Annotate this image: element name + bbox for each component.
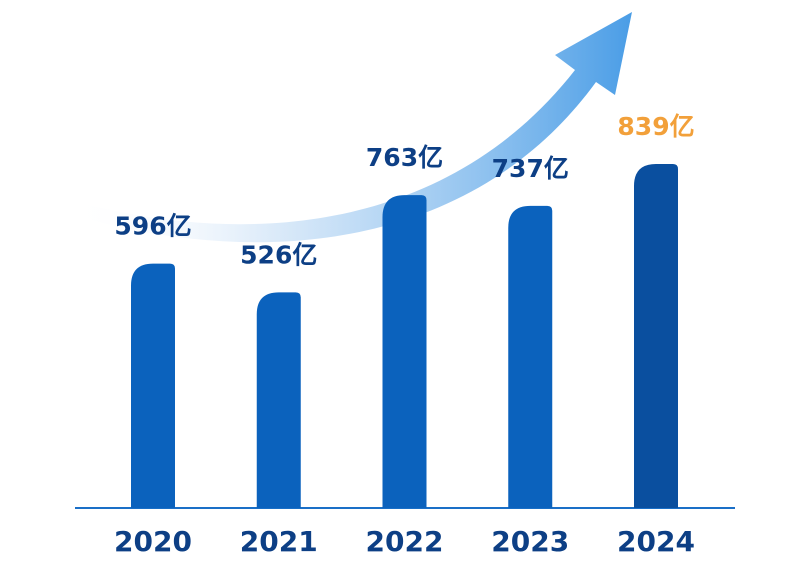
x-tick-label: 2022 <box>366 525 444 558</box>
bar <box>508 205 553 508</box>
x-tick-label: 2023 <box>491 525 569 558</box>
bar <box>382 195 427 509</box>
bar <box>131 263 175 508</box>
x-tick-label: 2024 <box>617 525 695 558</box>
x-tick-label: 2021 <box>240 525 318 558</box>
value-label: 763亿 <box>366 143 443 172</box>
value-label: 526亿 <box>240 240 317 269</box>
x-tick-label: 2020 <box>114 525 192 558</box>
trend-arrow <box>70 12 632 243</box>
bar <box>256 292 301 508</box>
value-label: 839亿 <box>617 112 694 141</box>
value-label: 737亿 <box>492 154 569 183</box>
bar <box>634 164 678 508</box>
value-label: 596亿 <box>114 212 191 241</box>
